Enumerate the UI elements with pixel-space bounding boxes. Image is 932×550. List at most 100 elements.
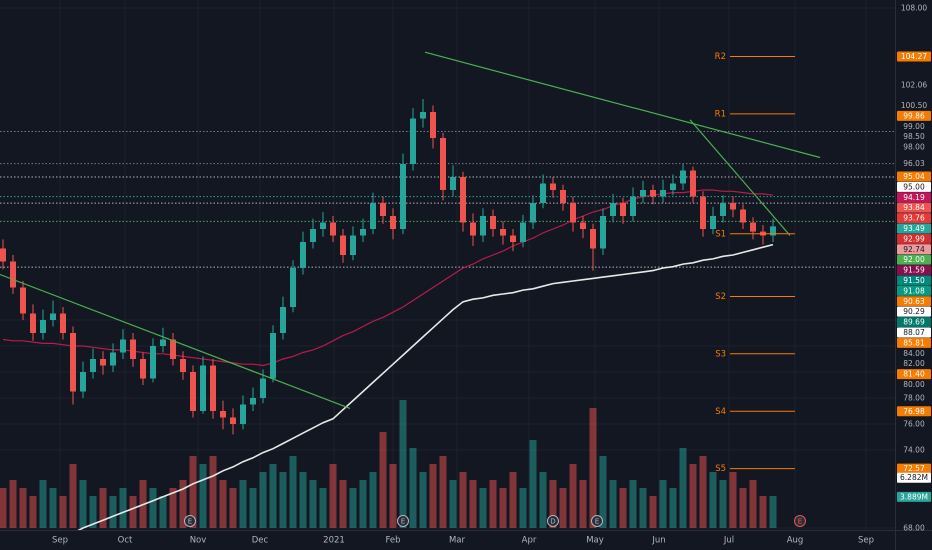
pivot-name: S5 [715,464,726,474]
candle-body [110,352,116,366]
price-label-box [897,192,931,203]
candle-body [390,216,396,229]
event-label: E [798,518,802,526]
candle-body [470,222,476,236]
candle-body [580,222,586,229]
price-label: 96.03 [903,159,925,168]
candle-body [330,222,336,236]
candle-body [40,320,46,333]
candle-body [50,313,56,320]
volume-bar [669,488,677,528]
candle-body [310,229,316,242]
volume-bar [679,448,687,528]
volume-bar [489,480,497,528]
price-label: 93.49 [903,224,925,233]
candle-body [400,164,406,229]
candle-body [290,268,296,307]
volume-bar [219,480,227,528]
price-label-box [897,244,931,255]
candle-body [720,203,726,216]
price-label: 91.50 [903,276,925,285]
candle-body [260,378,266,398]
candle-body [570,203,576,223]
candle-body [80,372,86,392]
candle-body [750,222,756,232]
price-label-box [897,254,931,265]
pivot-price-label: 81.40 [903,370,925,379]
trendline [0,273,351,409]
volume-label: 3.889M [900,492,928,501]
price-label: 98.00 [903,143,925,152]
candle-body [120,339,126,353]
pivot-name: S1 [715,229,726,239]
price-label: 92.99 [903,234,925,243]
volume-bar [269,464,277,528]
event-label: E [188,518,192,526]
y-tick-label: 108.00 [901,4,927,13]
candle-body [450,177,456,190]
volume-bar [499,488,507,528]
candle-body [540,183,546,203]
candle-body [160,339,166,346]
event-label: D [550,518,555,526]
candle-body [410,118,416,164]
volume-bar [529,440,537,528]
volume-bar [569,464,577,528]
price-label-box [897,100,931,111]
volume-bar [189,456,197,528]
volume-bar [619,488,627,528]
volume-bar [729,472,737,528]
pivot-price-label-box [897,110,931,121]
y-tick-label: 74.00 [903,446,925,455]
volume-bar [409,448,417,528]
candle-body [270,333,276,379]
volume-bar [579,480,587,528]
candle-body [670,183,676,190]
x-tick-label: May [586,536,604,546]
volume-bar [279,472,287,528]
candle-body [420,112,426,119]
volume-bar [259,472,267,528]
volume-bar [519,488,527,528]
volume-bar [309,480,317,528]
pivot-price-label: 72.57 [903,464,925,473]
candle-body [350,235,356,255]
price-label-box [897,80,931,91]
volume-bar [609,480,617,528]
volume-bar [119,488,127,528]
volume-bar [469,480,477,528]
pivot-price-label-box [897,369,931,380]
trendline [424,51,821,159]
candle-body [200,365,206,411]
candle-body [490,216,496,229]
price-label: 92.74 [903,245,925,254]
volume-bar [319,488,327,528]
pivot-price-label: 104.27 [901,52,927,61]
pivot-name: S2 [715,292,726,302]
volume-bar [109,496,117,528]
price-label: 94.19 [903,193,925,202]
candle-body [180,359,186,372]
volume-bar [19,488,27,528]
price-label: 100.50 [901,101,927,110]
x-tick-label: Oct [118,536,133,546]
volume-bar [69,464,77,528]
volume-bar [199,464,207,528]
volume-bar [9,480,17,528]
candle-body [510,235,516,242]
candle-body [630,196,636,216]
price-label-box [897,142,931,153]
volume-bar [289,456,297,528]
candle-body [140,359,146,379]
volume-bar [589,408,597,528]
price-label: 95.04 [903,172,925,181]
price-label: 91.59 [903,266,925,275]
candle-body [530,203,536,223]
volume-bar [419,472,427,528]
volume-bar [249,488,257,528]
pivot-name: R2 [715,52,726,62]
candle-body [660,190,666,197]
y-tick-label: 68.00 [903,524,925,533]
price-label: 89.69 [903,318,925,327]
